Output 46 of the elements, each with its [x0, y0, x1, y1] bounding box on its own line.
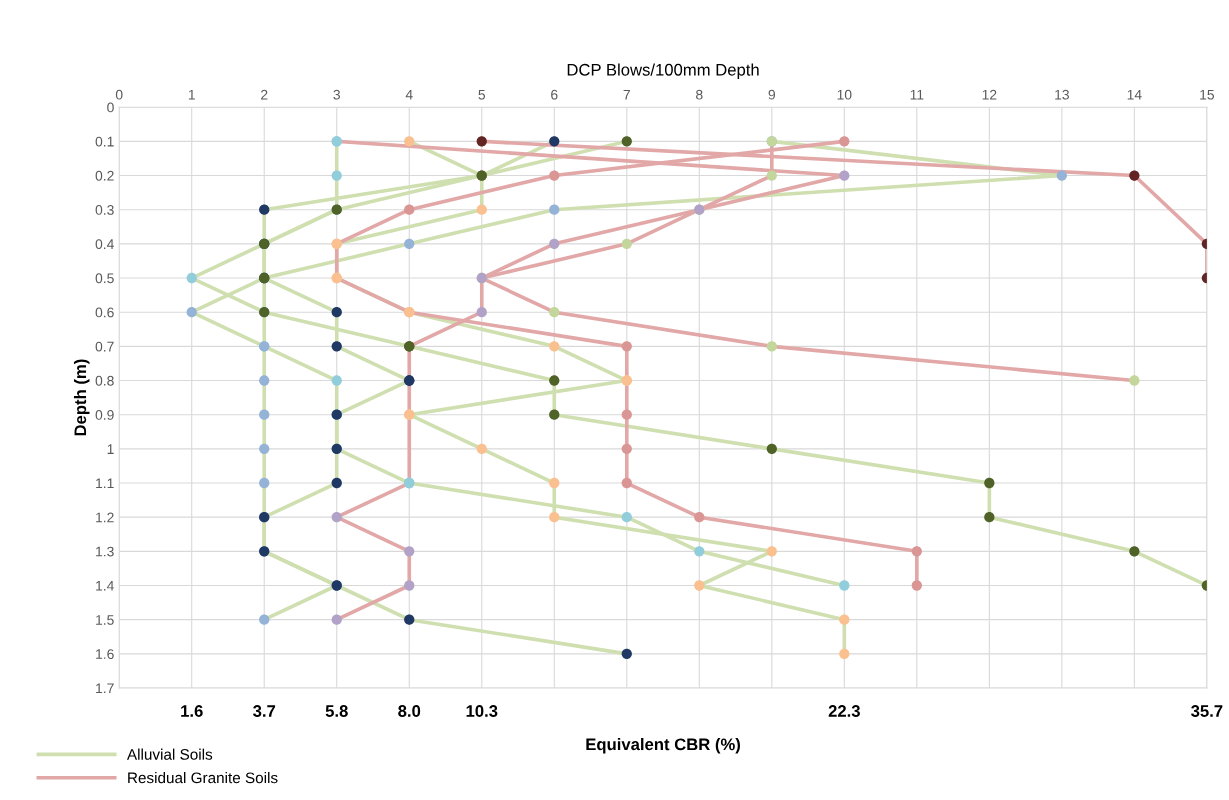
- text: Equivalent CBR (%): [586, 738, 740, 754]
- legend-label: Residual Granite Soils: [128, 772, 278, 784]
- y-tick-label: 1.2: [96, 512, 114, 523]
- y-tick-label: 0.4: [95, 239, 114, 250]
- y-tick-label: 1.4: [96, 580, 114, 591]
- y-tick-label: 1.7: [96, 683, 114, 694]
- text: 22.3: [828, 705, 860, 717]
- x-tick-label: 1: [188, 89, 195, 100]
- x-tick-label: 9: [768, 89, 776, 100]
- text: 1.6: [181, 705, 203, 717]
- x-tick-label: 11: [910, 89, 924, 100]
- x-tick-label: 3: [333, 89, 340, 100]
- x-tick-label: 10: [837, 89, 852, 100]
- y-tick-label: 1.3: [96, 546, 114, 557]
- y-axis-title: Depth (m): [73, 359, 90, 436]
- x-tick-label: 5: [478, 89, 486, 100]
- x-tick-label: 13: [1055, 89, 1069, 100]
- y-tick-label: 0.6: [95, 307, 114, 318]
- text: 8.0: [398, 705, 421, 717]
- x-tick-label: 12: [982, 89, 997, 100]
- y-tick-label: 0.7: [95, 341, 114, 352]
- y-tick-label: 1.5: [96, 615, 114, 625]
- y-tick-label: 0.8: [95, 375, 114, 386]
- x-tick-label: 2: [261, 89, 268, 100]
- text: 3.7: [253, 705, 276, 717]
- text: 5.8: [325, 705, 348, 717]
- x-tick-label: 8: [696, 89, 703, 100]
- y-tick-label: 0.2: [95, 170, 114, 181]
- y-tick-label: 1: [107, 444, 114, 454]
- x-axis-title: DCP Blows/100mm Depth: [567, 63, 759, 79]
- text: 35.7: [1191, 705, 1223, 717]
- legend-label: Alluvial Soils: [126, 748, 213, 760]
- x-tick-label: 7: [623, 89, 630, 100]
- text: 10.3: [466, 705, 498, 717]
- x-tick-label: 4: [405, 89, 413, 100]
- y-tick-label: 1.1: [96, 478, 114, 489]
- y-tick-label: 1.6: [96, 649, 114, 659]
- x-tick-label: 15: [1200, 89, 1215, 100]
- x-tick-label: 0: [115, 89, 123, 100]
- y-tick-label: 0.9: [95, 410, 114, 420]
- y-tick-label: 0.1: [95, 136, 114, 147]
- x-tick-label: 14: [1127, 89, 1142, 100]
- x-tick-label: 6: [551, 89, 558, 100]
- y-tick-label: 0: [107, 102, 114, 113]
- y-tick-label: 0.5: [95, 273, 114, 284]
- y-tick-label: 0.3: [95, 205, 114, 215]
